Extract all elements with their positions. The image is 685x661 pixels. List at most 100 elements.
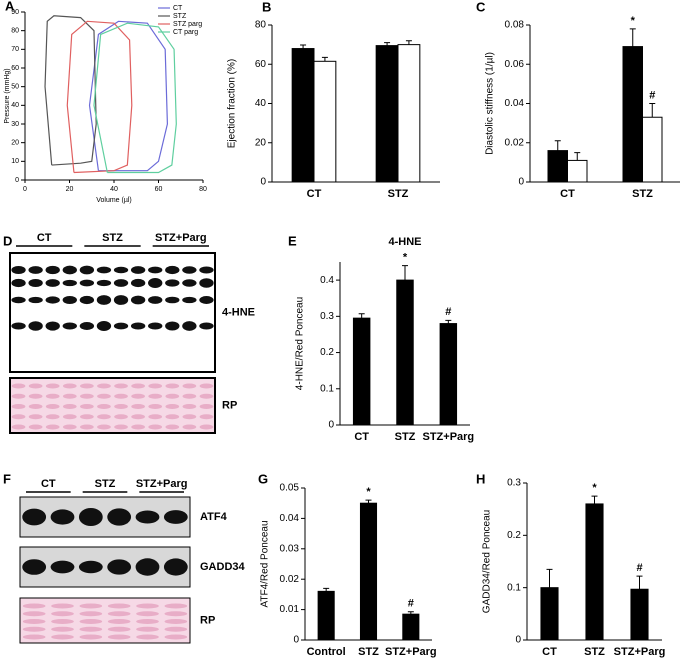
blot-band [97,393,111,399]
y-tick-label: 0.04 [505,98,525,109]
blot-band [79,322,95,330]
blot-band [28,383,43,389]
band-label: RP [200,614,215,626]
pv-loop [93,22,177,174]
blot-band [182,414,197,420]
blot-band [50,509,75,525]
bar [567,159,588,183]
blot-band [164,611,188,617]
blot-band [165,321,180,331]
bar [317,590,335,641]
blot-band [28,393,43,399]
panel-letter: E [288,233,297,248]
error-bar [384,42,391,46]
x-tick-label: 20 [66,186,74,193]
blot-band [199,424,214,430]
blot-band [96,295,112,305]
significance: # [649,89,655,101]
y-tick-label: 0 [515,635,521,646]
error-bar [402,265,408,281]
significance: * [592,482,597,494]
legend-label: CT [173,5,183,12]
blot-band [45,404,60,409]
blot-band [199,322,214,330]
y-tick-label: 0.1 [320,383,334,394]
blot-band [165,265,180,275]
x-tick-label: 40 [110,186,118,193]
blot-band [148,322,163,330]
y-tick-label: 0.02 [280,574,300,585]
x-tick-label: CT [560,188,575,200]
significance: * [403,252,408,264]
blot-band [62,265,77,275]
blot-band [62,322,77,330]
blot-frame [19,496,191,538]
blot-band [97,414,111,420]
blot-band [80,414,94,420]
blot-band [131,424,145,430]
blot-band [51,611,74,617]
blot-band [165,414,180,420]
blot-band [11,404,26,409]
blot-band [107,559,132,575]
blot-band [148,393,163,399]
x-tick-label: STZ [632,188,653,200]
blot-band [80,393,94,399]
blot-band [130,322,146,330]
bar [397,44,421,183]
bar [291,48,315,183]
group-label: STZ [95,478,116,490]
blot-band [113,279,129,287]
y-tick-label: 0 [293,635,299,646]
blot-band [96,266,112,274]
y-tick-label: 0.1 [507,582,521,593]
blot-band [51,626,74,632]
blot-band [135,558,160,576]
blot-band [22,508,47,526]
blot-band [80,383,94,389]
blot-band [28,424,43,430]
blot-band [62,414,77,420]
significance: * [366,486,371,498]
y-tick-label: 30 [11,121,19,128]
blot-band [165,383,180,389]
blot-band [164,603,188,609]
blot-band [199,278,214,288]
blot-band [22,559,47,575]
blot-band [164,634,188,640]
panel-letter: H [476,471,485,486]
blot-band [78,560,103,574]
blot-band [163,510,188,524]
blot-band [79,634,103,640]
blot-band [148,296,163,304]
error-bar [445,319,452,324]
blot-band [11,266,26,274]
blot-band [62,424,77,430]
significance: * [631,15,636,27]
blot-band [45,296,60,304]
y-axis-label: Ejection fraction (%) [227,59,238,148]
blot-band [165,393,180,399]
y-tick-label: 0.04 [280,513,300,524]
blot-band [114,424,128,430]
y-tick-label: 0 [15,177,19,184]
blot-band [45,414,60,420]
blot-frame [19,597,191,644]
blot-band [11,414,26,420]
y-axis-label: Diastolic stiffness (1/µl) [485,52,496,155]
blot-band [62,296,77,304]
x-tick-label: 80 [199,186,207,193]
y-tick-label: 0 [518,177,524,188]
pv-loop [66,20,133,174]
y-tick-label: 90 [11,9,19,16]
x-tick-label: STZ+Parg [614,646,666,658]
y-tick-label: 50 [11,84,19,91]
y-tick-label: 0.2 [507,530,521,541]
blot-band [164,619,188,624]
blot-band [148,414,163,420]
blot-band [148,278,163,288]
blot-band [131,404,145,409]
band-label: RP [222,399,237,411]
y-tick-label: 40 [11,102,19,109]
blot-band [97,404,111,409]
